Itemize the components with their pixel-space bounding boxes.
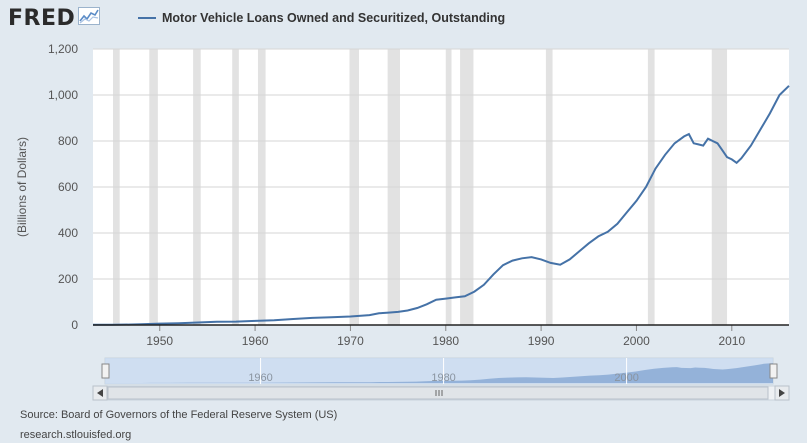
fred-graph-icon [78, 7, 101, 30]
x-tick-label: 1950 [146, 334, 173, 348]
scroll-right-arrow-icon [779, 389, 785, 397]
y-tick-label: 1,200 [48, 42, 78, 56]
chart-header: FRED Motor Vehicle Loans Owned and Secur… [8, 4, 788, 34]
x-tick-label: 1960 [242, 334, 269, 348]
x-tick-label: 1970 [337, 334, 364, 348]
navigator-tick-label: 1960 [248, 372, 272, 384]
y-axis-ticks: 0 200 400 600 800 1,000 1,200 [48, 42, 78, 332]
legend-label: Motor Vehicle Loans Owned and Securitize… [162, 11, 506, 25]
y-tick-label: 200 [58, 272, 78, 286]
x-tick-label: 1990 [528, 334, 555, 348]
chart-legend: Motor Vehicle Loans Owned and Securitize… [138, 11, 505, 25]
navigator[interactable]: 1960 1980 2000 [92, 357, 790, 401]
y-tick-label: 400 [58, 226, 78, 240]
navigator-series-area [105, 363, 773, 383]
y-tick-label: 0 [71, 318, 78, 332]
scrollbar-grip-icon [435, 390, 443, 396]
grid-lines [93, 48, 789, 280]
navigator-tick-label: 1980 [431, 372, 455, 384]
scroll-left-arrow-icon [97, 389, 103, 397]
y-tick-label: 800 [58, 134, 78, 148]
navigator-right-handle[interactable] [769, 363, 778, 379]
fred-logo[interactable]: FRED [8, 6, 101, 31]
x-tick-label: 1980 [432, 334, 459, 348]
x-tick-label: 2000 [623, 334, 650, 348]
legend-swatch [138, 17, 156, 19]
series-line [93, 85, 790, 326]
y-tick-label: 600 [58, 180, 78, 194]
navigator-tick-label: 2000 [614, 372, 638, 384]
navigator-left-handle[interactable] [101, 363, 110, 379]
scrollbar-thumb[interactable] [107, 386, 769, 400]
chart: 0 200 400 600 800 1,000 1,200 1950 1960 1970 1980… [15, 42, 790, 401]
source-note: Source: Board of Governors of the Federa… [20, 409, 338, 421]
y-tick-label: 1,000 [48, 88, 78, 102]
logo-text: FRED [8, 6, 76, 31]
x-axis-ticks: 1950 1960 1970 1980 1990 2000 2010 [146, 325, 745, 348]
y-axis-label: (Billions of Dollars) [15, 137, 29, 237]
source-url[interactable]: research.stlouisfed.org [20, 429, 132, 441]
x-tick-label: 2010 [718, 334, 745, 348]
navigator-ticks: 1960 1980 2000 [248, 358, 639, 384]
